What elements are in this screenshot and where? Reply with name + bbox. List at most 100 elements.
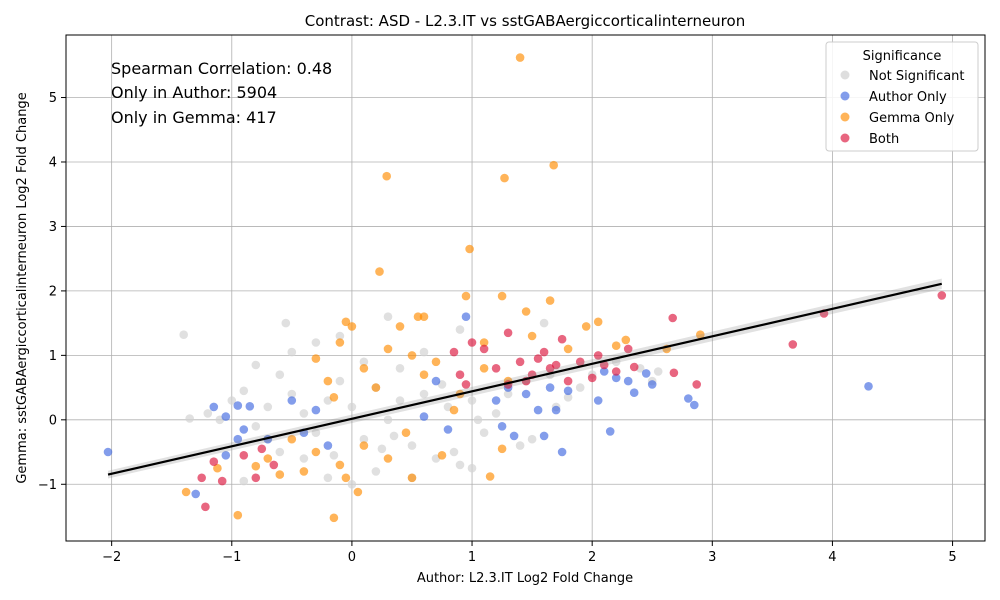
annotation-only-author: Only in Author: 5904: [111, 83, 277, 102]
point-author-only: [419, 412, 429, 421]
legend-marker-author-only: [840, 91, 850, 101]
point-gemma-only: [341, 473, 351, 483]
point-not-significant: [185, 414, 194, 423]
point-not-significant: [575, 383, 585, 392]
x-tick-label: 0: [348, 550, 356, 565]
point-both: [557, 334, 567, 344]
point-gemma-only: [497, 444, 507, 454]
annotation-only-gemma: Only in Gemma: 417: [111, 108, 277, 127]
point-not-significant: [329, 451, 339, 460]
point-not-significant: [299, 409, 309, 418]
point-not-significant: [251, 360, 261, 370]
point-gemma-only: [335, 338, 345, 347]
point-gemma-only: [527, 331, 537, 341]
point-not-significant: [455, 325, 465, 334]
point-gemma-only: [407, 351, 417, 360]
point-gemma-only: [581, 322, 591, 331]
point-not-significant: [539, 318, 549, 328]
point-gemma-only: [696, 330, 705, 340]
point-not-significant: [287, 389, 297, 399]
point-not-significant: [467, 463, 477, 473]
point-author-only: [497, 422, 507, 431]
point-both: [269, 460, 279, 470]
point-not-significant: [389, 431, 399, 441]
point-both: [479, 344, 489, 354]
y-tick-label: 0: [49, 413, 57, 428]
point-gemma-only: [461, 291, 471, 301]
point-gemma-only: [611, 341, 621, 351]
legend-title: Significance: [863, 49, 942, 64]
points: [103, 53, 947, 523]
point-not-significant: [563, 393, 573, 402]
point-author-only: [461, 312, 471, 322]
legend-box: [825, 41, 979, 152]
point-both: [599, 360, 609, 370]
point-both: [515, 357, 525, 367]
point-author-only: [287, 396, 297, 405]
point-author-only: [629, 388, 639, 398]
point-gemma-only: [213, 463, 222, 473]
point-author-only: [605, 427, 615, 436]
point-both: [201, 502, 210, 512]
point-author-only: [245, 402, 255, 411]
point-author-only: [599, 367, 609, 376]
point-not-significant: [515, 441, 525, 450]
point-both: [587, 373, 597, 383]
regression-line: [107, 282, 942, 476]
point-gemma-only: [287, 434, 297, 444]
point-author-only: [557, 447, 567, 457]
point-not-significant: [323, 473, 333, 483]
point-not-significant: [275, 447, 285, 457]
point-author-only: [491, 396, 501, 405]
point-gemma-only: [545, 296, 555, 305]
legend-marker-both: [840, 133, 850, 143]
chart-title: Contrast: ASD - L2.3.IT vs sstGABAergicc…: [305, 12, 745, 30]
point-not-significant: [203, 409, 213, 418]
point-not-significant: [395, 396, 405, 405]
point-not-significant: [347, 480, 357, 489]
point-gemma-only: [479, 364, 489, 373]
x-tick-label: 3: [708, 550, 716, 565]
point-gemma-only: [329, 393, 339, 402]
point-gemma-only: [323, 376, 333, 386]
point-not-significant: [311, 338, 321, 347]
point-gemma-only: [407, 473, 417, 483]
point-both: [539, 347, 549, 357]
point-author-only: [323, 441, 333, 450]
point-author-only: [233, 434, 243, 444]
point-not-significant: [479, 428, 489, 438]
point-not-significant: [359, 434, 369, 444]
point-author-only: [521, 389, 531, 399]
x-tick-label: −2: [102, 550, 121, 565]
y-tick-label: 2: [49, 284, 57, 299]
legend-marker-not-significant: [840, 70, 850, 80]
point-author-only: [533, 405, 543, 415]
y-tick-label: −1: [38, 478, 57, 493]
point-gemma-only: [437, 451, 447, 460]
x-tick-label: 1: [468, 550, 476, 565]
point-not-significant: [311, 428, 321, 438]
point-gemma-only: [263, 454, 273, 463]
point-author-only: [431, 376, 441, 386]
point-author-only: [641, 369, 651, 378]
point-both: [449, 347, 459, 357]
point-author-only: [563, 386, 573, 396]
y-tick-label: 4: [49, 155, 57, 170]
point-not-significant: [383, 312, 393, 322]
point-both: [788, 340, 798, 349]
point-gemma-only: [485, 472, 495, 481]
point-gemma-only: [521, 307, 531, 316]
point-gemma-only: [299, 467, 309, 476]
y-tick-label: 5: [49, 91, 57, 106]
point-author-only: [209, 402, 219, 412]
point-both: [461, 380, 471, 389]
point-both: [545, 364, 555, 373]
point-not-significant: [287, 347, 297, 357]
point-both: [503, 328, 513, 338]
regression: [107, 278, 942, 479]
point-not-significant: [449, 447, 459, 457]
point-gemma-only: [395, 322, 405, 331]
point-gemma-only: [401, 428, 411, 438]
point-author-only: [509, 431, 519, 441]
